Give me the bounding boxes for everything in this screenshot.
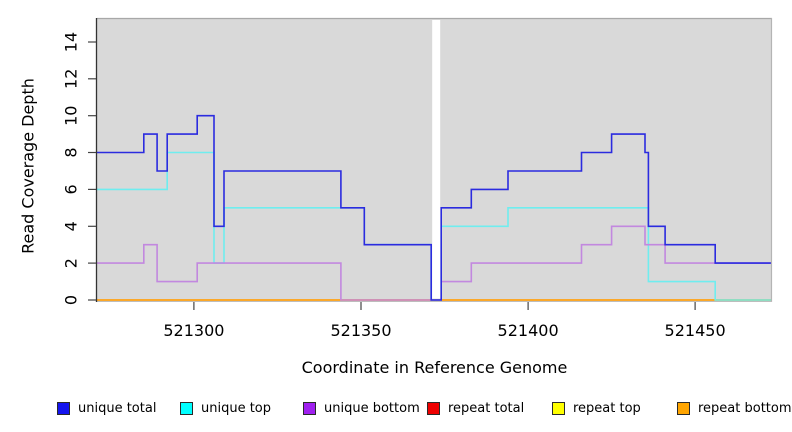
legend-label: unique top <box>201 401 272 416</box>
legend-label: repeat top <box>573 401 641 416</box>
x-tick-label: 521350 <box>330 321 391 340</box>
legend-label: repeat total <box>448 401 525 416</box>
x-tick-label: 521400 <box>498 321 559 340</box>
legend-item-unique-bottom: unique bottom <box>303 401 420 416</box>
unique-bottom-line <box>97 225 772 301</box>
y-tick-label: 8 <box>61 147 80 157</box>
plot-area-svg: 521300 521350 521400 521450 0 2 4 6 8 10 12 14 <box>61 17 773 340</box>
unique-total-line <box>97 114 772 301</box>
y-tick-label: 10 <box>61 106 80 126</box>
y-tick-label: 0 <box>61 295 80 305</box>
coverage-gap <box>432 20 441 299</box>
legend-label: unique bottom <box>324 401 420 416</box>
legend: unique total unique top unique bottom re… <box>0 401 792 423</box>
unique-total-swatch <box>57 402 70 415</box>
repeat-bottom-swatch <box>677 402 690 415</box>
legend-item-repeat-top: repeat top <box>552 401 641 416</box>
y-tick-label: 6 <box>61 184 80 194</box>
x-tick-label: 521300 <box>163 321 224 340</box>
y-tick-label: 2 <box>61 258 80 268</box>
legend-label: unique total <box>78 401 157 416</box>
legend-item-repeat-bottom: repeat bottom <box>677 401 792 416</box>
repeat-total-swatch <box>427 402 440 415</box>
repeat-top-swatch <box>552 402 565 415</box>
legend-item-unique-total: unique total <box>57 401 156 416</box>
y-tick-label: 4 <box>61 221 80 231</box>
unique-top-swatch <box>180 402 193 415</box>
legend-item-unique-top: unique top <box>180 401 271 416</box>
y-axis-title: Read Coverage Depth <box>18 78 38 254</box>
legend-item-repeat-total: repeat total <box>427 401 524 416</box>
unique-bottom-swatch <box>303 402 316 415</box>
x-tick-label: 521450 <box>665 321 726 340</box>
legend-label: repeat bottom <box>698 401 792 416</box>
y-tick-label: 14 <box>61 32 80 52</box>
x-axis-title: Coordinate in Reference Genome <box>301 358 568 377</box>
y-tick-label: 12 <box>61 69 80 89</box>
